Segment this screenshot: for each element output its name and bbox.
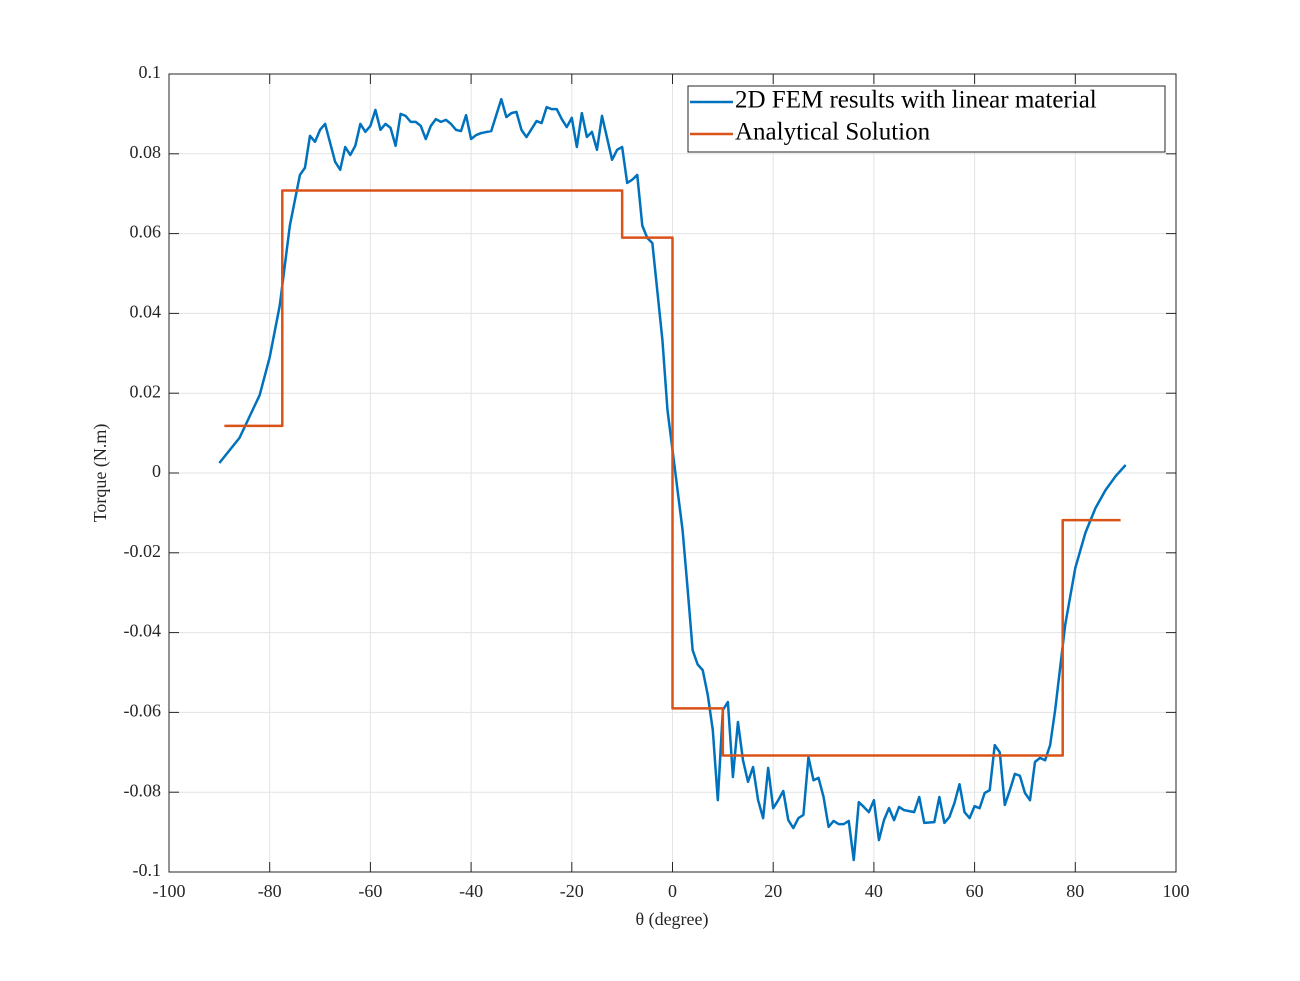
x-tick-label: -80: [258, 881, 282, 901]
x-axis-label: θ (degree): [635, 909, 708, 930]
y-tick-label: -0.04: [124, 621, 162, 641]
legend-label: Analytical Solution: [735, 119, 931, 146]
y-tick-label: 0.1: [139, 62, 162, 82]
y-tick-label: 0.08: [130, 142, 162, 162]
y-tick-label: -0.02: [124, 541, 162, 561]
series-line: [224, 189, 1121, 757]
x-tick-label: -60: [358, 881, 382, 901]
legend-label: 2D FEM results with linear material: [735, 87, 1097, 114]
x-tick-label: 20: [764, 881, 782, 901]
y-tick-label: 0.04: [130, 302, 162, 322]
x-tick-label: -20: [560, 881, 584, 901]
y-tick-label: 0.06: [130, 222, 162, 242]
y-tick-label: -0.1: [133, 860, 162, 880]
y-tick-label: 0: [152, 461, 161, 481]
y-axis-label: Torque (N.m): [90, 424, 111, 523]
x-tick-label: 80: [1066, 881, 1084, 901]
x-tick-label: -100: [153, 881, 186, 901]
x-tick-label: 0: [668, 881, 677, 901]
series-line: [218, 97, 1127, 862]
plot-frame: [168, 73, 1177, 873]
x-tick-label: 100: [1163, 881, 1190, 901]
x-tick-label: 40: [865, 881, 883, 901]
y-tick-label: 0.02: [130, 381, 162, 401]
y-tick-label: -0.08: [124, 780, 162, 800]
legend-box: [687, 85, 1166, 153]
x-tick-label: -40: [459, 881, 483, 901]
y-tick-label: -0.06: [124, 701, 162, 721]
x-tick-label: 60: [966, 881, 984, 901]
